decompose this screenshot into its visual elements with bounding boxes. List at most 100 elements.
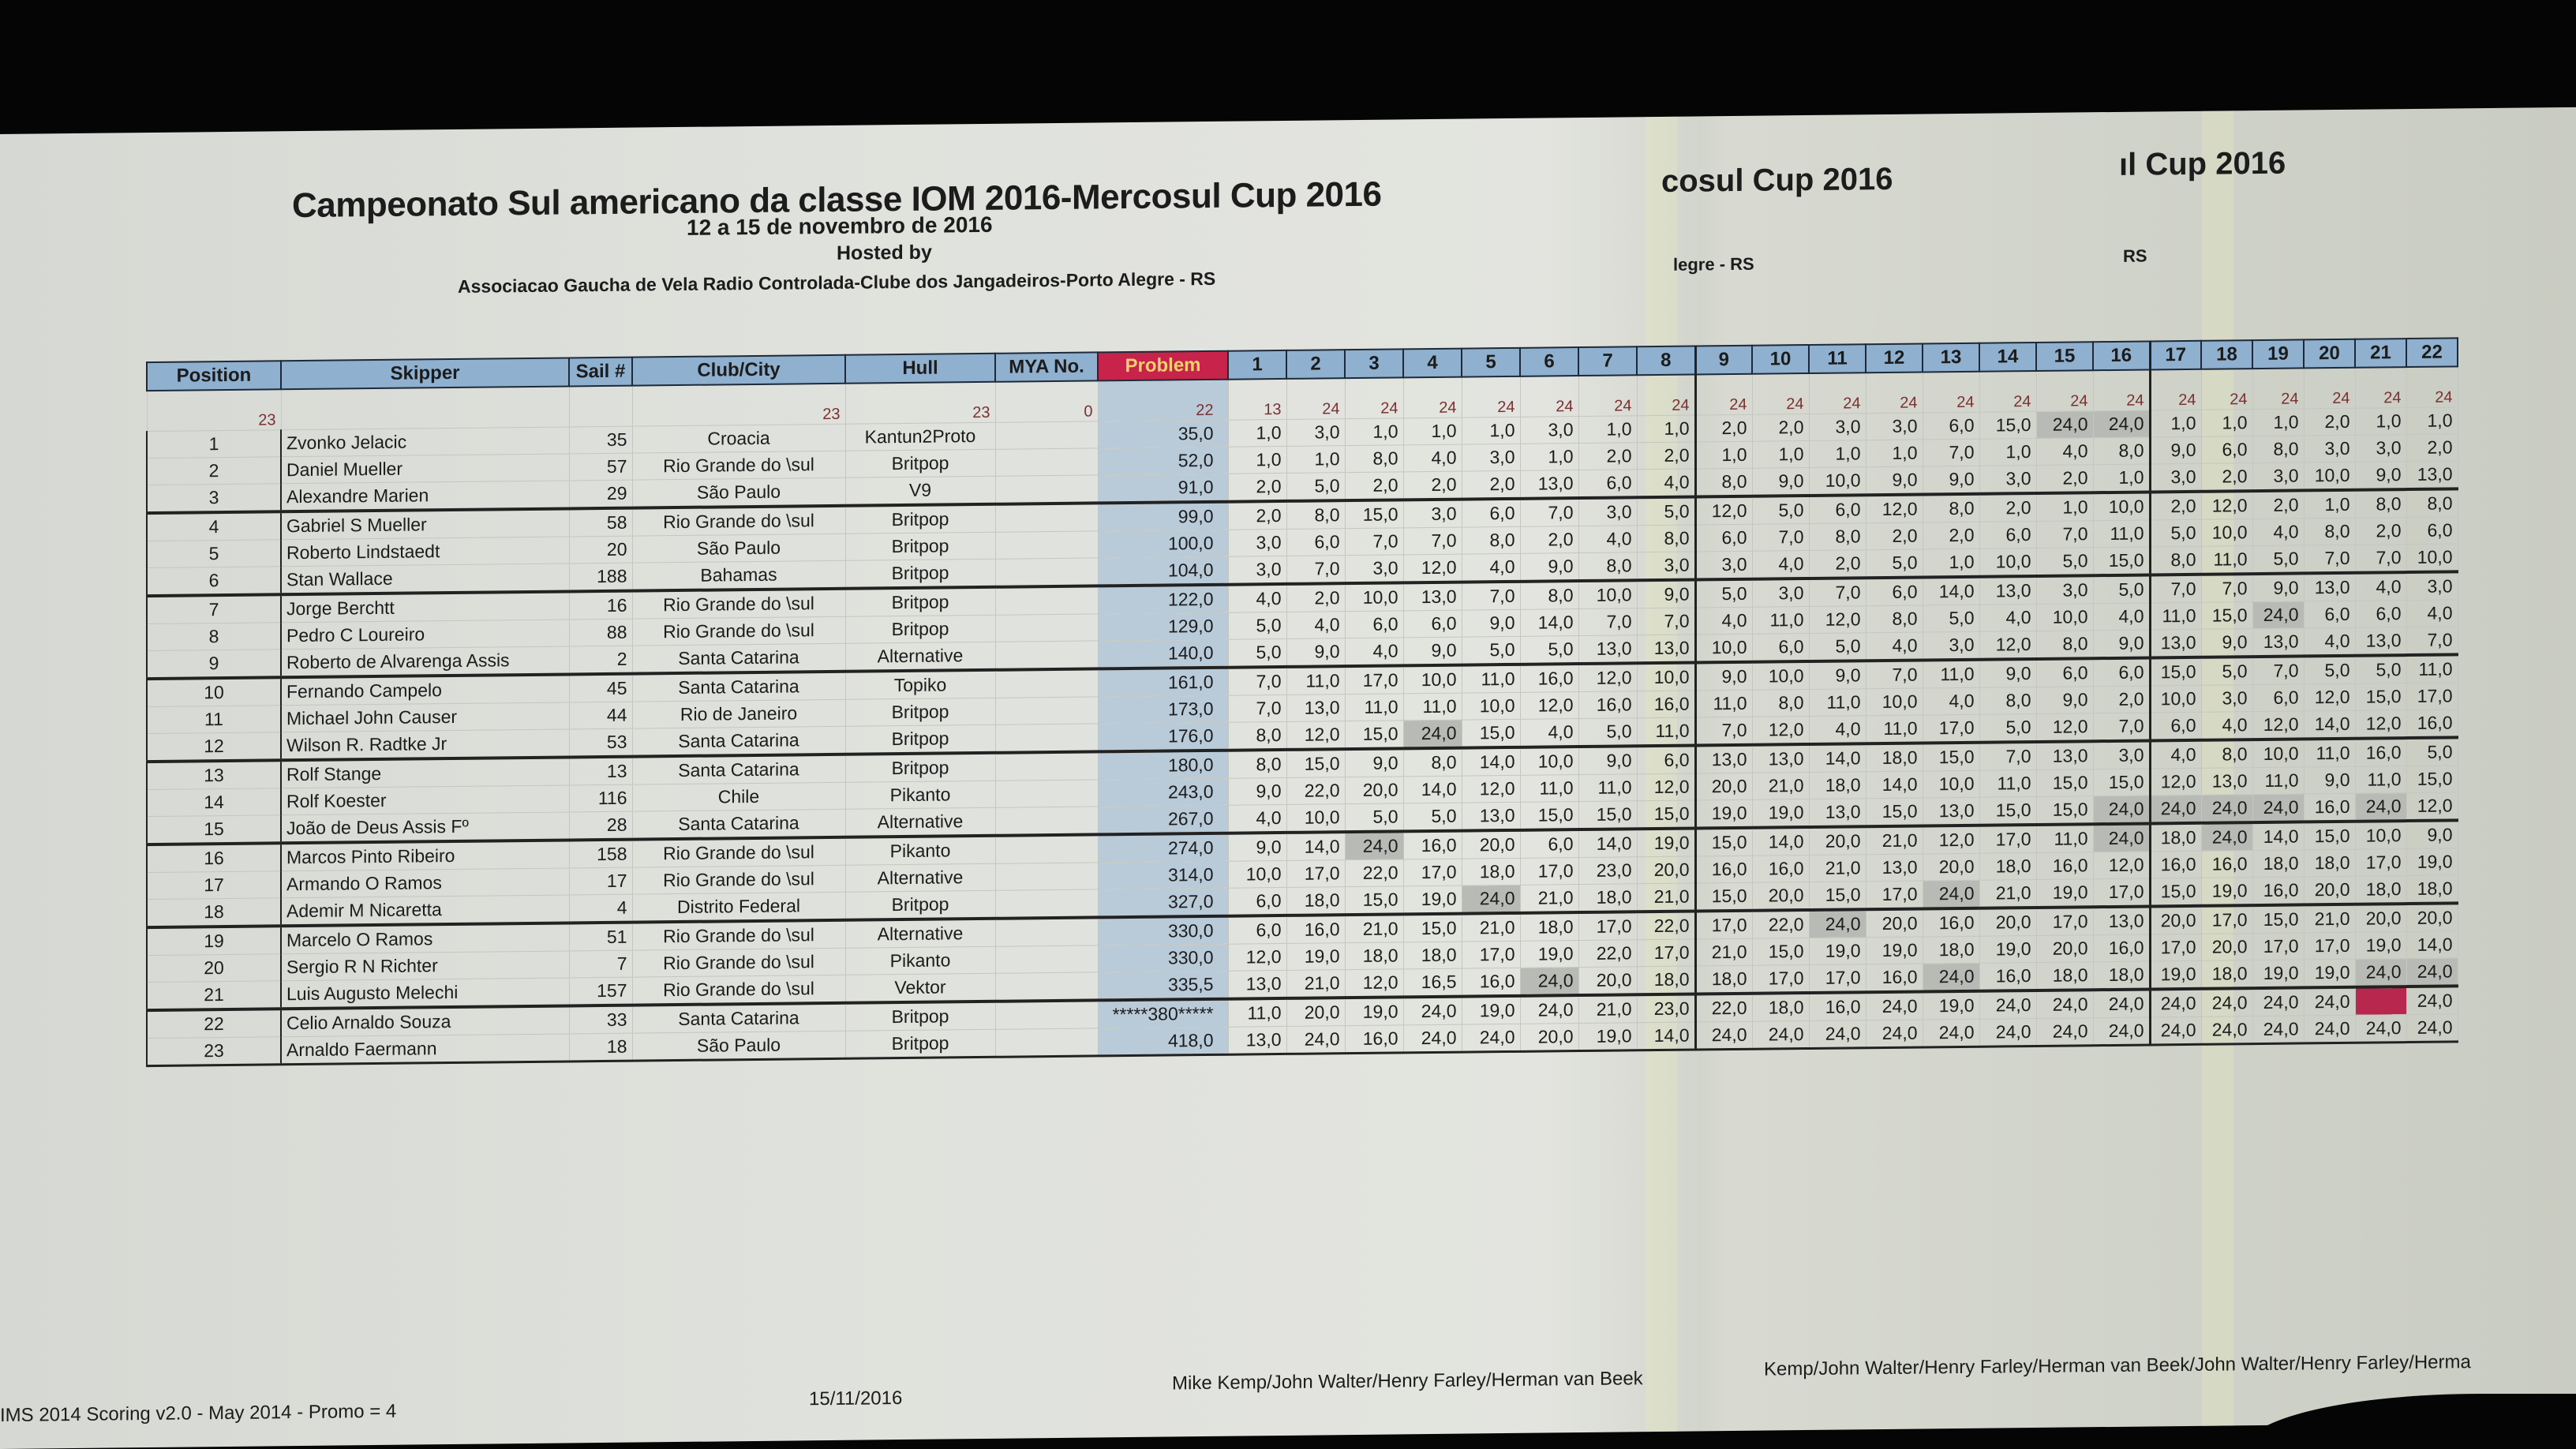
race-score-cell: 19,0: [1752, 799, 1809, 828]
race-score-cell: 1,0: [2355, 407, 2406, 436]
race-score-cell: 24,0: [1809, 909, 1866, 938]
skipper-cell: Wilson R. Radtke Jr: [281, 728, 569, 761]
position-cell: 1: [147, 429, 281, 459]
race-score-cell: 10,0: [1578, 580, 1637, 609]
race-score-cell: 6,0: [1752, 633, 1809, 662]
race-score-cell: 16,0: [1695, 856, 1752, 884]
race-score-cell: 5,0: [2093, 575, 2150, 604]
mya-number-cell: [995, 696, 1098, 725]
position-cell: 12: [147, 732, 281, 762]
race-score-cell: 15,0: [2150, 878, 2201, 907]
race-score-cell: 11,0: [2150, 602, 2201, 630]
race-score-cell: 24,0: [2304, 987, 2355, 1016]
count-race-6: 24: [1520, 376, 1578, 417]
race-score-cell: 4,0: [1228, 804, 1286, 833]
mya-number-cell: [995, 779, 1098, 808]
race-score-cell: 1,0: [2406, 406, 2458, 435]
race-score-cell: 13,0: [1462, 802, 1520, 831]
race-score-cell: 1,0: [2093, 463, 2150, 493]
race-score-cell: 20,0: [1923, 853, 1979, 881]
race-score-cell: 1,0: [1462, 417, 1520, 445]
mya-number-cell: [995, 503, 1098, 533]
race-score-cell: 15,0: [1809, 881, 1866, 910]
race-score-cell: 24,0: [2304, 1015, 2355, 1043]
race-score-cell: 18,0: [1809, 771, 1866, 799]
race-score-cell: 16,0: [1520, 664, 1578, 693]
race-score-cell: 4,0: [1637, 469, 1695, 498]
race-score-cell: 11,0: [2355, 766, 2406, 794]
race-score-cell: 2,0: [1228, 500, 1286, 530]
race-score-cell: 9,0: [2406, 820, 2458, 849]
race-score-cell: 9,0: [1752, 467, 1809, 496]
race-score-cell: 12,0: [1752, 716, 1809, 745]
race-score-cell: 3,0: [1403, 499, 1462, 528]
race-score-cell: [2355, 987, 2406, 1016]
race-score-cell: 22,0: [1345, 859, 1403, 887]
mya-number-cell: [995, 474, 1098, 504]
race-score-cell: 5,0: [1228, 638, 1286, 668]
race-score-cell: 22,0: [1578, 939, 1637, 968]
race-score-cell: 14,0: [1520, 608, 1578, 637]
race-score-cell: 3,0: [1520, 416, 1578, 444]
repeated-title-fragment: ıl Cup 2016: [2119, 145, 2286, 182]
race-score-cell: 20,0: [1979, 907, 2036, 937]
race-header-9: 9: [1695, 345, 1752, 375]
position-cell: 3: [147, 483, 281, 514]
hull-cell: Britpop: [845, 1029, 995, 1059]
race-score-cell: 23,0: [1578, 856, 1637, 885]
count-race-9: 24: [1695, 373, 1752, 416]
race-score-cell: 24,0: [2036, 410, 2093, 439]
race-score-cell: 16,0: [2406, 709, 2458, 739]
hull-cell: Kantun2Proto: [845, 422, 995, 451]
race-score-cell: 12,0: [2252, 710, 2304, 740]
race-score-cell: 13,0: [1809, 798, 1866, 827]
race-score-cell: 7,0: [1866, 660, 1923, 689]
race-score-cell: 11,0: [1695, 690, 1752, 718]
race-score-cell: 2,0: [1345, 471, 1403, 501]
club-city-cell: São Paulo: [632, 1031, 845, 1061]
race-header-12: 12: [1866, 343, 1923, 373]
race-score-cell: 9,0: [1809, 661, 1866, 690]
race-score-cell: 14,0: [1752, 826, 1809, 856]
race-score-cell: 11,0: [2252, 766, 2304, 795]
count-race-4: 24: [1403, 376, 1462, 418]
race-score-cell: 8,0: [2406, 489, 2458, 518]
count-sail: [569, 385, 632, 427]
race-score-cell: 20,0: [1866, 908, 1923, 938]
repeated-host-fragment: legre - RS: [1673, 253, 1754, 275]
skipper-cell: Fernando Campelo: [281, 674, 569, 706]
race-score-cell: 2,0: [1752, 414, 1809, 442]
race-score-cell: 20,0: [2150, 905, 2201, 934]
race-score-cell: 19,0: [1578, 1022, 1637, 1051]
race-score-cell: 7,0: [2355, 544, 2406, 573]
hull-cell: Britpop: [845, 532, 995, 561]
race-score-cell: 4,0: [1403, 444, 1462, 472]
race-score-cell: 4,0: [2093, 602, 2150, 631]
race-score-cell: 1,0: [1923, 549, 1979, 578]
hull-cell: Alternative: [845, 642, 995, 672]
race-score-cell: 3,0: [1286, 418, 1345, 447]
race-score-cell: 15,0: [1979, 411, 2036, 440]
hull-cell: Britpop: [845, 724, 995, 754]
race-score-cell: 15,0: [1286, 749, 1345, 778]
position-cell: 2: [147, 456, 281, 485]
race-score-cell: 4,0: [1979, 604, 2036, 632]
race-score-cell: 18,0: [2036, 961, 2093, 990]
race-score-cell: 20,0: [1695, 773, 1752, 801]
race-score-cell: 20,0: [2406, 903, 2458, 932]
sail-number-cell: 53: [569, 728, 632, 758]
race-score-cell: 4,0: [1866, 631, 1923, 661]
race-score-cell: 2,0: [1520, 526, 1578, 554]
race-score-cell: 15,0: [1923, 742, 1979, 771]
race-score-cell: 4,0: [1345, 637, 1403, 667]
race-score-cell: 5,0: [2150, 519, 2201, 547]
club-city-cell: Rio de Janeiro: [632, 699, 845, 729]
race-score-cell: 4,0: [2036, 437, 2093, 466]
race-score-cell: 2,0: [1462, 470, 1520, 500]
hull-cell: Britpop: [845, 615, 995, 644]
race-score-cell: 16,0: [1578, 691, 1637, 719]
race-score-cell: 1,0: [1403, 417, 1462, 445]
race-score-cell: 7,0: [1637, 608, 1695, 635]
race-score-cell: 20,0: [1345, 776, 1403, 804]
results-sheet: Campeonato Sul americano da classe IOM 2…: [0, 107, 2576, 1449]
